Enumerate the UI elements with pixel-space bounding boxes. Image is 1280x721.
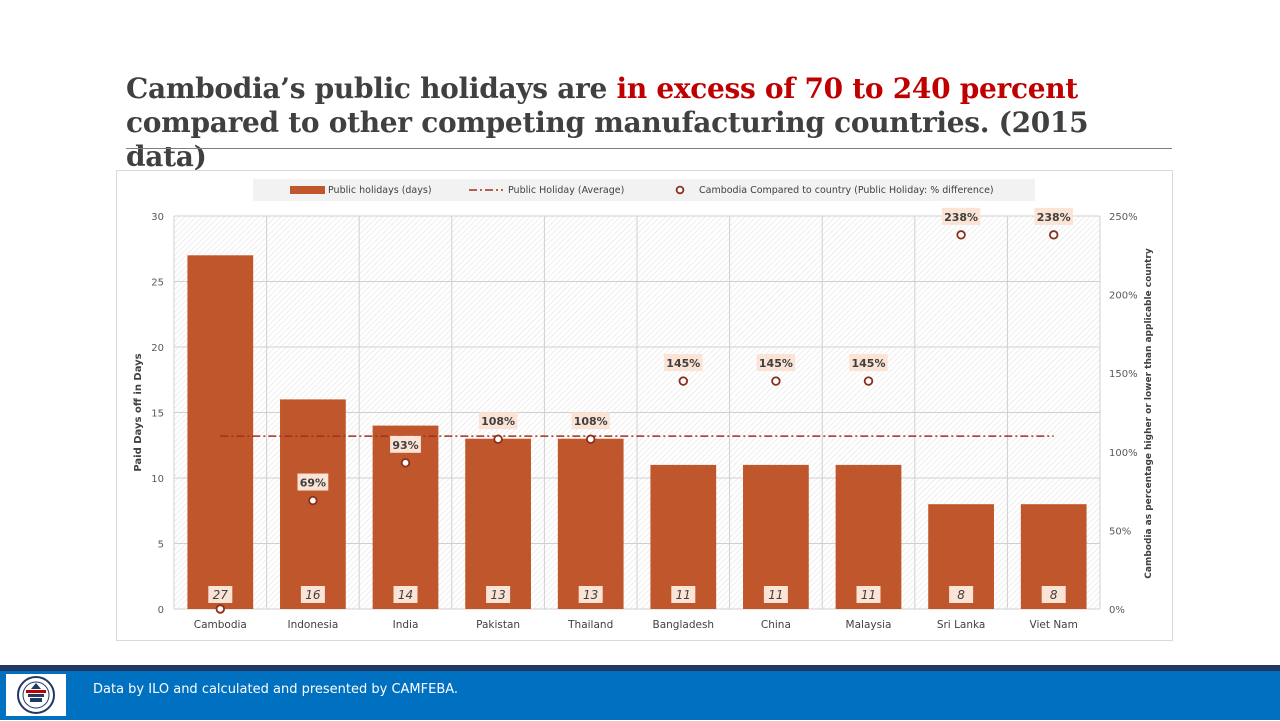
y2-tick-label: 0%: [1109, 605, 1125, 616]
legend-point-swatch: [675, 185, 685, 195]
percent-point: [863, 376, 874, 386]
percent-point: [308, 495, 318, 506]
percent-point: [586, 434, 596, 444]
percent-point: [1049, 230, 1059, 240]
percent-label: 108%: [481, 415, 515, 428]
x-tick-label: China: [761, 619, 791, 631]
bar-value-label-bg: [949, 586, 974, 603]
y-axis-title: Paid Days off in Days: [133, 353, 144, 471]
title-divider: [126, 148, 1172, 149]
y-tick-label: 10: [151, 474, 164, 485]
x-tick-label: India: [393, 619, 419, 631]
percent-label-bg: [571, 412, 610, 430]
percent-label-bg: [664, 354, 703, 372]
y-tick-label: 20: [151, 343, 164, 354]
bar-pakistan: [465, 438, 531, 609]
x-tick-label: Malaysia: [846, 619, 892, 631]
chart-frame: 0 5 10 15 20 25 30 0% 50% 100% 150% 200% 250% Paid Da…: [116, 170, 1173, 641]
x-tick-label: Bangladesh: [653, 619, 715, 631]
y2-tick-label: 250%: [1109, 212, 1138, 223]
percent-label-bg: [478, 412, 518, 430]
bar-value-label: 27: [213, 588, 229, 602]
bar-value-label: 8: [1050, 588, 1058, 602]
bar-value-label-bg: [486, 586, 511, 603]
y-tick-label: 25: [151, 278, 164, 289]
bar-thailand: [557, 438, 624, 609]
y-tick-label: 30: [151, 212, 164, 223]
bar-value-label-bg: [1041, 586, 1066, 603]
bar-cambodia: [187, 255, 254, 610]
x-tick-label: Thailand: [567, 619, 613, 631]
percent-label: 93%: [392, 439, 418, 452]
y-tick-label: 15: [151, 409, 164, 420]
y2-tick-label: 50%: [1109, 526, 1131, 537]
title-highlight: in excess of 70 to 240 percent: [616, 72, 1078, 105]
bar-malaysia: [835, 464, 902, 609]
percent-label: 238%: [1037, 211, 1071, 224]
y2-axis-title: Cambodia as percentage higher or lower t…: [1144, 248, 1154, 579]
percent-point: [771, 376, 781, 386]
legend-bar-swatch: [290, 186, 325, 194]
bar-value-label: 11: [676, 588, 691, 602]
bar-value-label: 13: [490, 588, 505, 602]
bar-value-label-bg: [393, 586, 418, 603]
percent-label-bg: [297, 473, 329, 491]
legend-box: [253, 179, 1035, 201]
camfeba-logo-icon: [6, 674, 66, 716]
percent-label: 145%: [666, 357, 700, 370]
y-tick-label: 5: [158, 540, 164, 551]
percent-point: [678, 376, 688, 386]
bar-value-label-bg: [856, 586, 881, 603]
bar-value-label-bg: [763, 586, 788, 603]
bar-india: [372, 425, 439, 609]
bar-value-label: 8: [957, 588, 965, 602]
percent-label-bg: [941, 207, 981, 225]
bar-value-label: 16: [305, 588, 321, 602]
bar-value-label-bg: [578, 586, 603, 603]
percent-label-bg: [756, 354, 796, 372]
bar-china: [743, 464, 809, 609]
footer-top-strip: [0, 665, 1280, 671]
percent-point: [400, 458, 411, 468]
legend-bar-label: Public holidays (days): [328, 185, 432, 196]
percent-label-bg: [390, 435, 421, 453]
bar-value-label-bg: [300, 586, 325, 603]
footer-bar: [0, 665, 1280, 720]
y2-tick-label: 200%: [1109, 291, 1138, 302]
percent-point: [956, 230, 966, 240]
holiday-chart: 0 5 10 15 20 25 30 0% 50% 100% 150% 200% 250% Paid Da…: [133, 179, 1154, 631]
percent-label: 108%: [574, 415, 608, 428]
bar-value-label: 11: [861, 588, 876, 602]
percent-point: [215, 604, 225, 614]
title-part2: compared to other competing manufacturin…: [126, 106, 1089, 173]
bar-value-label-bg: [208, 586, 233, 603]
bar-value-label: 11: [768, 588, 783, 602]
percent-label-bg: [1034, 207, 1073, 225]
bar-bangladesh: [650, 464, 717, 609]
bar-value-label: 13: [583, 588, 598, 602]
percent-label: 238%: [944, 211, 978, 224]
y-tick-label: 0: [158, 605, 164, 616]
bar-value-label-bg: [671, 586, 696, 603]
y2-tick-label: 150%: [1109, 369, 1138, 380]
legend-line-label: Public Holiday (Average): [508, 185, 624, 196]
percent-label: 145%: [852, 357, 886, 370]
title-part1: Cambodia’s public holidays are: [126, 72, 617, 105]
page-title: Cambodia’s public holidays are in excess…: [126, 72, 1176, 174]
x-tick-label: Indonesia: [288, 619, 339, 631]
y2-tick-label: 100%: [1109, 448, 1138, 459]
percent-label-bg: [849, 354, 888, 372]
legend-point-label: Cambodia Compared to country (Public Hol…: [699, 185, 994, 196]
x-tick-label: Sri Lanka: [937, 619, 986, 631]
x-tick-label: Pakistan: [476, 619, 520, 631]
percent-point: [493, 434, 503, 444]
percent-label: 69%: [300, 477, 326, 490]
bar-value-label: 14: [398, 588, 413, 602]
percent-label: 145%: [759, 357, 793, 370]
x-tick-label: Cambodia: [194, 619, 247, 631]
x-tick-label: Viet Nam: [1030, 619, 1078, 631]
footer-source-text: Data by ILO and calculated and presented…: [93, 682, 459, 697]
